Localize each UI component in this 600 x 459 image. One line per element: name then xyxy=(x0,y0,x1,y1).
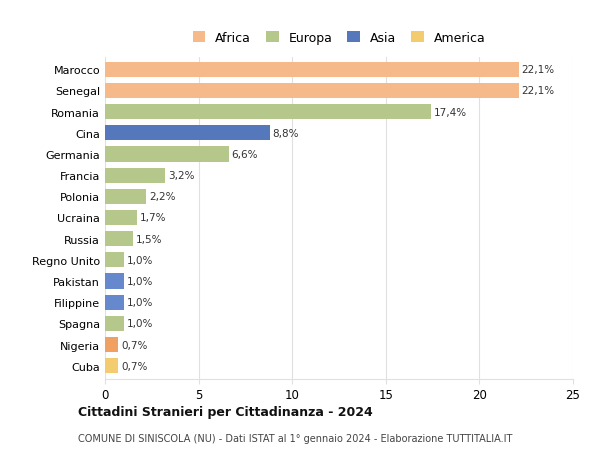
Text: 1,0%: 1,0% xyxy=(127,319,153,329)
Text: 1,0%: 1,0% xyxy=(127,276,153,286)
Text: 3,2%: 3,2% xyxy=(168,171,194,181)
Bar xyxy=(105,62,519,78)
Legend: Africa, Europa, Asia, America: Africa, Europa, Asia, America xyxy=(193,32,485,45)
Text: 8,8%: 8,8% xyxy=(272,129,299,139)
Bar xyxy=(105,84,519,99)
Text: COMUNE DI SINISCOLA (NU) - Dati ISTAT al 1° gennaio 2024 - Elaborazione TUTTITAL: COMUNE DI SINISCOLA (NU) - Dati ISTAT al… xyxy=(78,433,512,442)
Text: 22,1%: 22,1% xyxy=(521,65,554,75)
Bar xyxy=(105,253,124,268)
Bar xyxy=(105,168,165,183)
Text: 22,1%: 22,1% xyxy=(521,86,554,96)
Text: 1,0%: 1,0% xyxy=(127,255,153,265)
Bar xyxy=(105,105,431,120)
Bar xyxy=(105,274,124,289)
Bar xyxy=(105,189,146,205)
Text: 1,7%: 1,7% xyxy=(140,213,166,223)
Bar xyxy=(105,210,137,226)
Text: 0,7%: 0,7% xyxy=(121,340,147,350)
Bar xyxy=(105,358,118,374)
Text: 1,5%: 1,5% xyxy=(136,234,163,244)
Bar xyxy=(105,126,270,141)
Bar xyxy=(105,231,133,247)
Text: 0,7%: 0,7% xyxy=(121,361,147,371)
Text: 6,6%: 6,6% xyxy=(232,150,258,160)
Bar xyxy=(105,316,124,331)
Bar xyxy=(105,295,124,310)
Text: Cittadini Stranieri per Cittadinanza - 2024: Cittadini Stranieri per Cittadinanza - 2… xyxy=(78,405,373,419)
Bar xyxy=(105,147,229,162)
Bar xyxy=(105,337,118,353)
Text: 1,0%: 1,0% xyxy=(127,297,153,308)
Text: 17,4%: 17,4% xyxy=(434,107,467,118)
Text: 2,2%: 2,2% xyxy=(149,192,175,202)
